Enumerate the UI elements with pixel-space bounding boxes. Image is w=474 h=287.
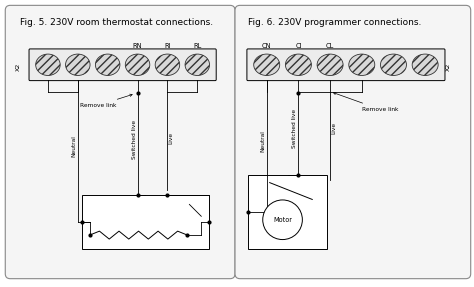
FancyBboxPatch shape [235,5,471,279]
Text: X2: X2 [16,63,21,71]
FancyBboxPatch shape [5,5,235,279]
Text: Fig. 6. 230V programmer connections.: Fig. 6. 230V programmer connections. [248,18,421,27]
Text: Switched live: Switched live [292,108,297,148]
Ellipse shape [381,54,407,75]
Text: Remove link: Remove link [333,92,398,112]
Text: Fig. 5. 230V room thermostat connections.: Fig. 5. 230V room thermostat connections… [20,18,213,27]
Text: Neutral: Neutral [261,130,266,152]
Text: CI: CI [295,43,301,49]
Ellipse shape [36,54,60,75]
Ellipse shape [125,54,150,75]
Text: Switched live: Switched live [132,119,137,159]
Ellipse shape [185,54,210,75]
Ellipse shape [65,54,90,75]
Bar [82,195,209,249]
Text: Remove link: Remove link [80,94,132,108]
Ellipse shape [317,54,343,75]
Ellipse shape [412,54,438,75]
Text: Live: Live [331,122,336,134]
FancyBboxPatch shape [29,49,216,81]
Text: Live: Live [168,132,173,144]
Ellipse shape [285,54,311,75]
Bar [248,175,327,249]
Ellipse shape [349,54,375,75]
Ellipse shape [95,54,120,75]
Text: Motor: Motor [273,217,292,223]
Text: RI: RI [164,43,171,49]
FancyBboxPatch shape [247,49,445,81]
Text: RL: RL [193,43,201,49]
Ellipse shape [254,54,280,75]
Text: RN: RN [133,43,142,49]
Text: Neutral: Neutral [72,135,77,157]
Text: CN: CN [262,43,272,49]
Ellipse shape [155,54,180,75]
Text: CL: CL [326,43,334,49]
Circle shape [263,200,302,240]
Text: X2: X2 [446,63,451,71]
